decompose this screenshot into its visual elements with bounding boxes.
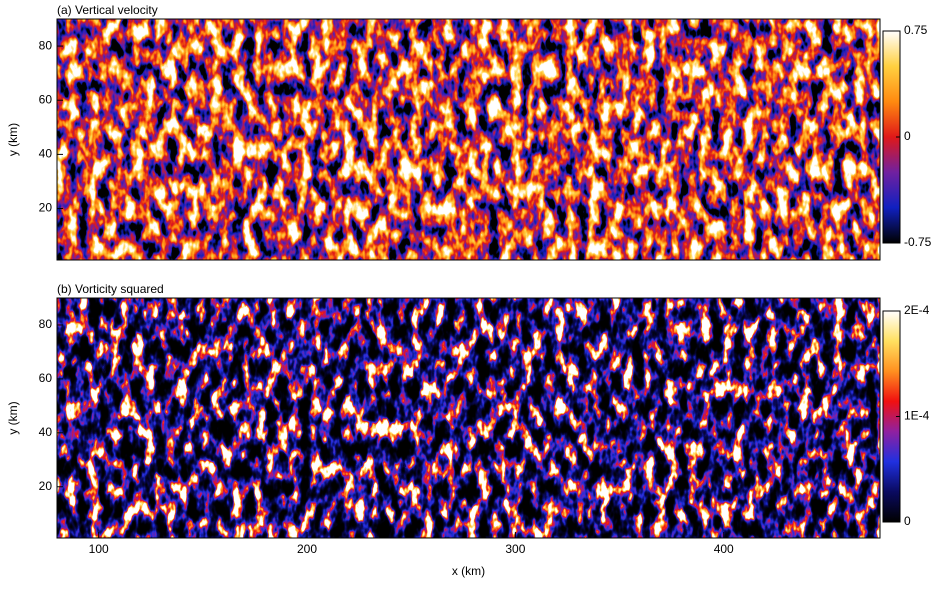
- figure: (a) Vertical velocity y (km) 20 40 60 80 -0.75…: [0, 0, 939, 584]
- colorbar-tick-label: 0: [904, 129, 911, 143]
- colorbar-tick-label: 1E-4: [904, 409, 930, 423]
- y-axis-label: y (km): [6, 123, 20, 156]
- y-tick-label: 40: [39, 147, 53, 161]
- y-tick-label: 20: [39, 479, 53, 493]
- x-tick-label: 400: [714, 542, 734, 556]
- y-axis-label: y (km): [6, 401, 20, 434]
- colorbar-tick-label: 0: [904, 514, 911, 528]
- y-tick-label: 40: [39, 425, 53, 439]
- y-tick-label: 60: [39, 371, 53, 385]
- x-axis-label: x (km): [452, 564, 485, 578]
- colorbar-tick-label: 0.75: [904, 23, 928, 37]
- field-image: [57, 19, 880, 260]
- panel-title: (a) Vertical velocity: [57, 3, 158, 17]
- x-tick-label: 100: [89, 542, 109, 556]
- y-tick-label: 60: [39, 92, 53, 106]
- x-tick-label: 200: [297, 542, 317, 556]
- x-tick-label: 300: [505, 542, 525, 556]
- panel-title: (b) Vorticity squared: [57, 282, 164, 296]
- field-image: [57, 298, 880, 538]
- y-tick-label: 80: [39, 38, 53, 52]
- colorbar-tick-label: 2E-4: [904, 303, 930, 317]
- y-tick-label: 80: [39, 317, 53, 331]
- y-tick-label: 20: [39, 201, 53, 215]
- colorbar-tick-label: -0.75: [904, 235, 932, 249]
